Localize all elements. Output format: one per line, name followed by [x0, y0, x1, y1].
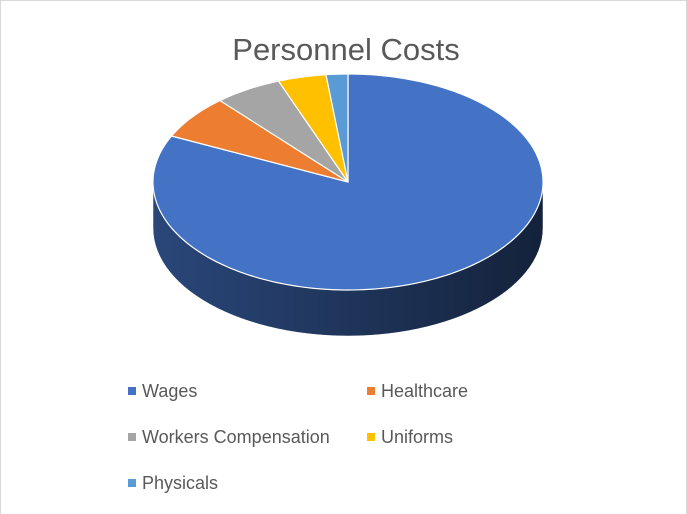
- legend-label: Healthcare: [381, 381, 468, 401]
- legend-swatch: [128, 387, 136, 395]
- pie-slice: [277, 74, 349, 183]
- legend-label: Uniforms: [381, 427, 453, 447]
- chart-title: Personnel Costs: [232, 32, 459, 67]
- legend-swatch: [367, 433, 375, 441]
- legend-label: Workers Compensation: [142, 427, 330, 447]
- pie-slice: [218, 80, 349, 183]
- legend-label: Physicals: [142, 473, 218, 493]
- pie-slice: [325, 73, 349, 183]
- pie-slice: [170, 99, 349, 183]
- legend-swatch: [128, 479, 136, 487]
- legend-swatch: [367, 387, 375, 395]
- legend-label: Wages: [142, 381, 197, 401]
- legend-swatch: [128, 433, 136, 441]
